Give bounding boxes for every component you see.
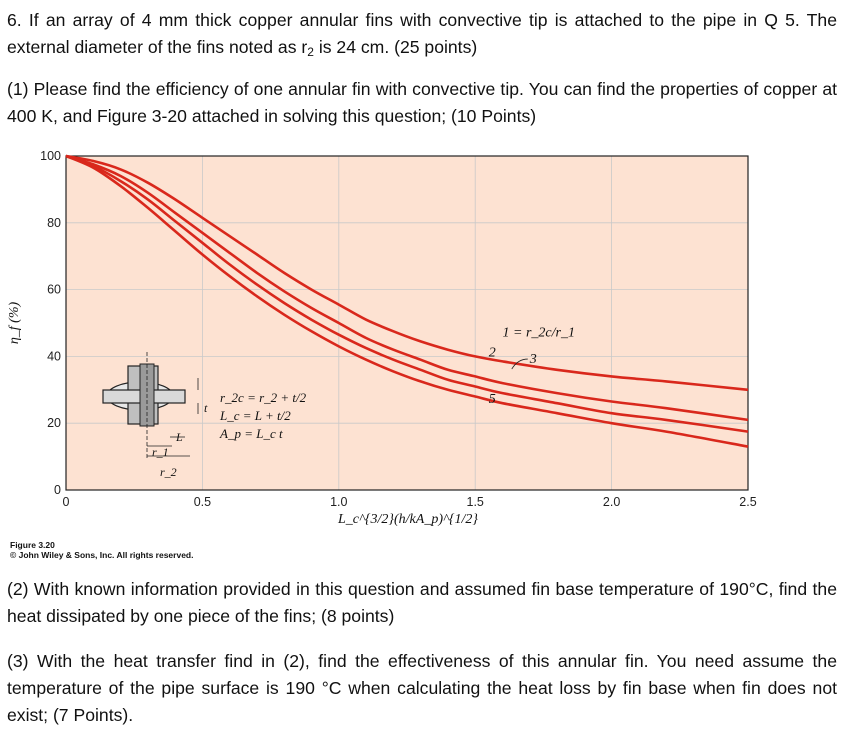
efficiency-curve-1 <box>65 154 749 392</box>
inset-formula-r2c: r_2c = r_2 + t/2 <box>220 390 307 405</box>
question-part-1: (1) Please find the efficiency of one an… <box>7 79 837 126</box>
inset-label-r1: r_1 <box>152 445 169 459</box>
inset-formula-ap: A_p = L_c t <box>219 426 283 441</box>
efficiency-curves <box>65 154 749 448</box>
curve-label-2: 2 <box>489 345 496 360</box>
curve-label-5: 5 <box>489 392 496 407</box>
plot-frame <box>65 155 749 491</box>
x-axis-label: L_c^{3/2}(h/kA_p)^{1/2} <box>337 512 478 527</box>
inset-formula-lc: L_c = L + t/2 <box>219 408 291 423</box>
y-axis-label: η_f (%) <box>7 302 22 345</box>
annular-fin-inset-diagram <box>102 352 199 460</box>
x-tick-label: 2.0 <box>603 495 620 509</box>
question-intro: 6. If an array of 4 mm thick copper annu… <box>7 7 837 63</box>
x-tick-labels: 0 0.5 1.0 1.5 2.0 2.5 <box>63 495 757 509</box>
y-tick-label: 40 <box>47 349 61 363</box>
efficiency-curve-5 <box>65 154 749 448</box>
figure-label: Figure 3.20 <box>10 540 55 550</box>
question-intro-subscript: 2 <box>307 45 314 59</box>
y-tick-label: 100 <box>40 149 61 163</box>
question-part-2: (2) With known information provided in t… <box>7 579 837 626</box>
efficiency-curve-2 <box>65 154 749 422</box>
question-intro-text-a: 6. If an array of 4 mm thick copper annu… <box>7 10 837 57</box>
inset-label-r2: r_2 <box>160 465 177 479</box>
x-tick-label: 0 <box>63 495 70 509</box>
question-part-3: (3) With the heat transfer find in (2), … <box>7 651 837 725</box>
inset-label-L: L <box>175 430 183 444</box>
y-tick-label: 0 <box>54 483 61 497</box>
y-tick-label: 20 <box>47 416 61 430</box>
curve-label-3-leader <box>511 358 528 370</box>
x-tick-label: 0.5 <box>194 495 211 509</box>
question-intro-text-b: is 24 cm. (25 points) <box>313 37 478 57</box>
inset-label-t: t <box>204 401 208 415</box>
curve-label-3: 3 <box>529 352 537 367</box>
x-tick-label: 1.0 <box>330 495 347 509</box>
y-tick-label: 60 <box>47 283 61 297</box>
curve-label-1: 1 = r_2c/r_1 <box>503 325 575 340</box>
plot-background <box>66 156 748 490</box>
y-tick-label: 80 <box>47 216 61 230</box>
figure-credit: © John Wiley & Sons, Inc. All rights res… <box>10 550 194 560</box>
efficiency-curve-3 <box>65 154 749 433</box>
x-tick-label: 2.5 <box>739 495 756 509</box>
fin-efficiency-chart: 0 20 40 60 80 100 0 0.5 1.0 1.5 2.0 2.5 1 = r_2c/r… <box>7 149 757 527</box>
y-tick-labels: 0 20 40 60 80 100 <box>40 149 61 497</box>
x-tick-label: 1.5 <box>467 495 484 509</box>
